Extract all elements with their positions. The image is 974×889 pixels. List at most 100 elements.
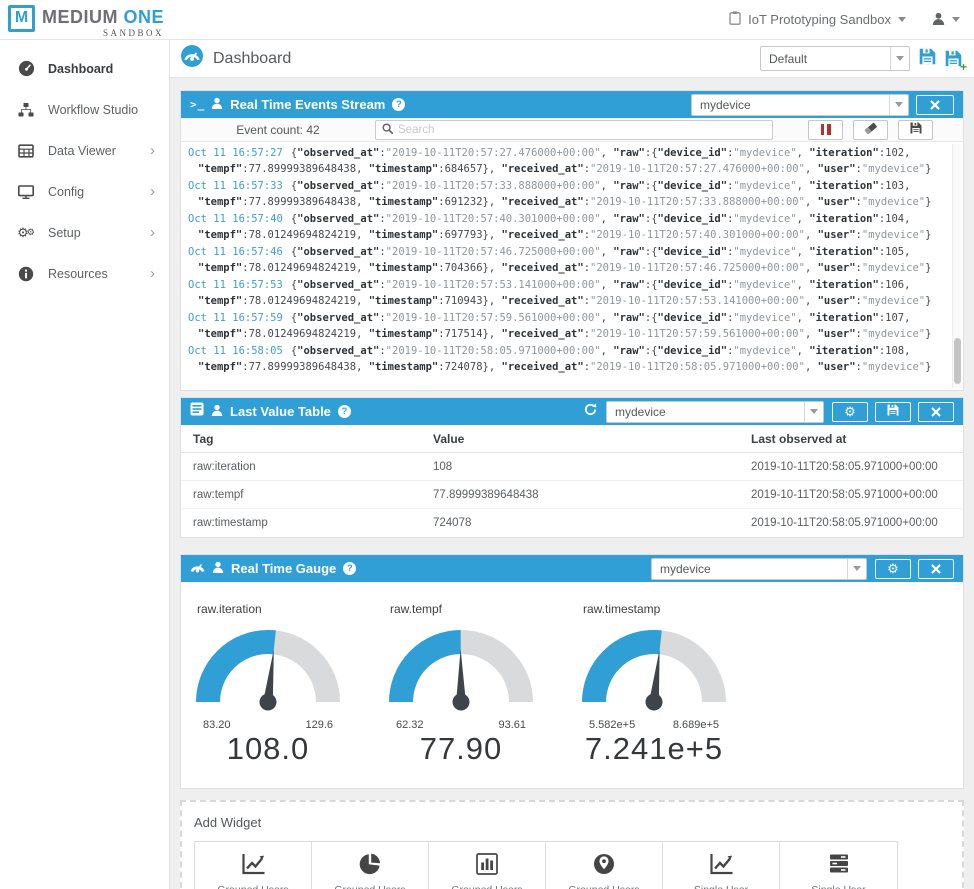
table-cell: 724078: [433, 517, 472, 529]
data-viewer-icon: [17, 143, 35, 159]
device-select-value: mydevice: [660, 561, 711, 576]
gauges-row: raw.iteration 83.20 129.6 108.0 raw.tempf 62.…: [181, 582, 963, 788]
sidebar-item-setup[interactable]: ⚙ ⚙ Setup ›: [0, 212, 169, 253]
column-header: Last observed at: [751, 431, 847, 446]
main-area: Dashboard Default +: [170, 40, 974, 889]
settings-button[interactable]: ⚙: [875, 558, 911, 579]
sidebar-item-label: Config: [48, 184, 85, 199]
gauge-min: 5.582e+5: [589, 719, 636, 731]
sidebar-item-label: Dashboard: [48, 61, 114, 76]
cross-filter-icon: [780, 851, 897, 877]
eraser-icon: [864, 121, 877, 139]
clipboard-icon: [729, 11, 741, 28]
help-icon[interactable]: ?: [392, 98, 406, 111]
close-panel-button[interactable]: [916, 94, 954, 115]
sidebar-item-label: Data Viewer: [48, 143, 116, 158]
table-header-row: Tag Value Last observed at: [181, 425, 963, 453]
search-input[interactable]: [398, 123, 766, 136]
top-header: M MEDIUM ONE SANDBOX IoT Prototyping San…: [0, 0, 974, 40]
widget-card-line-chart[interactable]: Single UserLine Chart: [663, 842, 780, 889]
user-icon: [211, 96, 223, 114]
scrollbar-thumb[interactable]: [954, 338, 961, 384]
save-events-button[interactable]: [898, 119, 933, 140]
search-box: [375, 119, 773, 140]
user-menu[interactable]: [932, 12, 960, 28]
dashboard-preset-select[interactable]: Default: [760, 46, 910, 71]
sidebar-item-dashboard[interactable]: Dashboard: [0, 48, 169, 89]
help-icon[interactable]: ?: [343, 562, 357, 575]
save-table-button[interactable]: [875, 401, 911, 422]
sidebar-item-config[interactable]: Config ›: [0, 171, 169, 212]
chevron-right-icon: ›: [150, 223, 155, 241]
help-icon[interactable]: ?: [337, 405, 351, 418]
event-log-entry: Oct 11 16:58:05 {"observed_at":"2019-10-1…: [188, 345, 932, 373]
table-device-select[interactable]: mydevice: [606, 400, 824, 423]
sidebar-item-workflow-studio[interactable]: Workflow Studio: [0, 89, 169, 130]
gauge-value: 108.0: [226, 731, 310, 766]
gauge-dial: [196, 630, 340, 711]
chevron-right-icon: ›: [150, 141, 155, 159]
config-icon: [17, 184, 35, 200]
medium-one-logo[interactable]: M MEDIUM ONE SANDBOX: [8, 2, 164, 38]
add-widget-title: Add Widget: [194, 815, 262, 830]
close-panel-button[interactable]: [918, 558, 954, 579]
table-row: raw:tempf 77.89999389648438 2019-10-11T20:…: [181, 481, 963, 509]
widget-card-pie-chart[interactable]: Grouped UsersPie Chart: [312, 842, 429, 889]
save-dashboard-button[interactable]: [919, 48, 936, 70]
sidebar-item-label: Resources: [48, 266, 108, 281]
real-time-gauge-panel: Real Time Gauge ? mydevice ⚙ raw.iterati…: [180, 554, 964, 789]
close-panel-button[interactable]: [918, 401, 954, 422]
column-header: Value: [433, 431, 465, 446]
gauge-value: 7.241e+5: [584, 731, 724, 766]
preset-select-value: Default: [769, 51, 808, 66]
gauge-min: 62.32: [396, 719, 424, 731]
gear-icon: ⚙: [887, 561, 899, 576]
gauge-icon: [190, 560, 205, 578]
chevron-right-icon: ›: [150, 182, 155, 200]
table-cell: raw:tempf: [193, 488, 244, 501]
gauge-device-select[interactable]: mydevice: [651, 557, 867, 580]
gauge-label: raw.timestamp: [583, 602, 661, 616]
workspace-switcher[interactable]: IoT Prototyping Sandbox: [729, 11, 906, 28]
clear-events-button[interactable]: [853, 119, 888, 140]
sidebar: Dashboard Workflow Studio Data Viewer › Conf…: [0, 40, 170, 889]
widget-card-line-chart[interactable]: Grouped UsersLine Chart: [195, 842, 312, 889]
last-value-table-panel: Last Value Table ? mydevice ⚙ Tag Value La…: [180, 397, 964, 538]
settings-button[interactable]: ⚙: [832, 401, 868, 422]
sidebar-item-label: Setup: [48, 225, 81, 240]
gauge-label: raw.tempf: [390, 602, 443, 616]
scrollbar-track[interactable]: [952, 144, 961, 388]
sidebar-item-data-viewer[interactable]: Data Viewer ›: [0, 130, 169, 171]
panel-title: Real Time Events Stream: [230, 97, 386, 112]
gauge-max: 8.689e+5: [672, 719, 719, 731]
last-value-table: Tag Value Last observed at raw:iteration 108…: [181, 425, 963, 537]
geopoint-icon: [546, 851, 662, 877]
event-count: Event count: 42: [236, 122, 320, 137]
chevron-right-icon: ›: [150, 264, 155, 282]
pause-icon: [820, 124, 824, 135]
page-title: Dashboard: [213, 49, 292, 67]
line-chart-icon: [663, 851, 779, 877]
gauge-value: 77.90: [419, 731, 503, 766]
save-icon: [910, 121, 922, 139]
widget-card-geopoint-chart[interactable]: Grouped UsersGeoPoint Chart: [546, 842, 663, 889]
widget-card-cross-filter-chart[interactable]: Single UserCross Filter Chart: [780, 842, 897, 889]
panel-title: Last Value Table: [230, 404, 331, 419]
chevron-down-icon: [847, 558, 866, 579]
table-cell: 77.89999389648438: [433, 488, 539, 501]
table-cell: raw:iteration: [193, 460, 256, 473]
pause-stream-button[interactable]: [808, 119, 843, 140]
events-device-select[interactable]: mydevice: [691, 93, 909, 116]
user-icon: [211, 403, 223, 421]
events-log: Oct 11 16:57:27 {"observed_at":"2019-10-1…: [181, 142, 963, 390]
gauge-dial: [389, 630, 533, 711]
widget-card-bar-chart[interactable]: Grouped UsersBar Chart: [429, 842, 546, 889]
events-panel-header: >_ Real Time Events Stream ? mydevice: [181, 91, 963, 118]
gauge-min: 83.20: [203, 719, 231, 731]
panel-title: Real Time Gauge: [231, 561, 337, 576]
refresh-button[interactable]: [584, 402, 597, 421]
table-row: raw:iteration 108 2019-10-11T20:58:05.9710…: [181, 453, 963, 481]
sidebar-item-resources[interactable]: Resources ›: [0, 253, 169, 294]
save-as-new-button[interactable]: +: [945, 50, 967, 73]
chevron-down-icon: [952, 17, 960, 22]
